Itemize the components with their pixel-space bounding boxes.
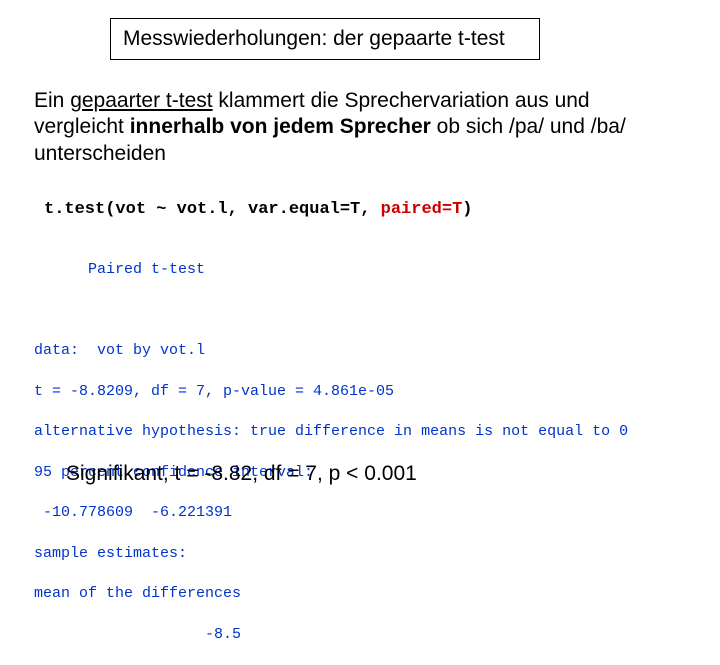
conclusion-text: Signifikant, t = -8.82, df = 7, p < 0.00…	[66, 462, 417, 486]
code-prefix: t.test(vot ~ vot.l, var.equal=T,	[44, 200, 381, 219]
output-stats: t = -8.8209, df = 7, p-value = 4.861e-05	[34, 382, 628, 402]
output-title: Paired t-test	[34, 260, 628, 280]
output-alt: alternative hypothesis: true difference …	[34, 422, 628, 442]
output-blank	[34, 301, 628, 321]
output-meanval: -8.5	[34, 625, 628, 645]
para-underline: gepaarter t-test	[70, 89, 212, 112]
para-bold: innerhalb von jedem Sprecher	[130, 115, 431, 138]
code-suffix: )	[462, 200, 472, 219]
body-paragraph: Ein gepaarter t-test klammert die Sprech…	[34, 88, 684, 167]
output-ci-vals: -10.778609 -6.221391	[34, 503, 628, 523]
output-data: data: vot by vot.l	[34, 341, 628, 361]
output-est-label: sample estimates:	[34, 544, 628, 564]
output-meanlabel: mean of the differences	[34, 584, 628, 604]
r-output: Paired t-test data: vot by vot.l t = -8.…	[34, 240, 628, 665]
title-text: Messwiederholungen: der gepaarte t-test	[123, 27, 505, 51]
code-call: t.test(vot ~ vot.l, var.equal=T, paired=…	[44, 200, 472, 219]
para-part1: Ein	[34, 89, 70, 112]
title-box: Messwiederholungen: der gepaarte t-test	[110, 18, 540, 60]
code-paired: paired=T	[381, 200, 463, 219]
